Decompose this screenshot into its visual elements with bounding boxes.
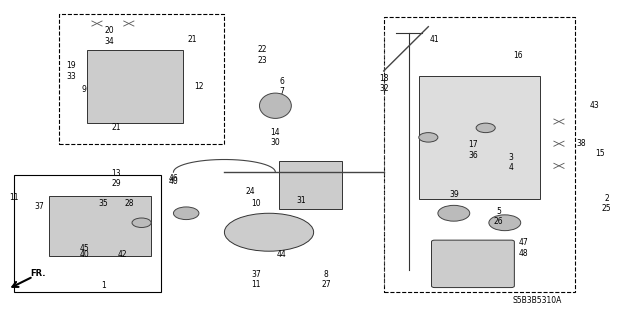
Text: 47
48: 47 48 xyxy=(519,238,529,258)
Text: 45: 45 xyxy=(79,243,89,253)
Text: 6
7: 6 7 xyxy=(279,77,284,96)
Text: 24: 24 xyxy=(245,187,255,196)
Text: 46: 46 xyxy=(168,174,179,183)
Text: 18
32: 18 32 xyxy=(379,74,388,93)
Text: 5
26: 5 26 xyxy=(493,207,503,226)
Text: 21: 21 xyxy=(111,123,121,132)
Text: 38: 38 xyxy=(577,139,586,148)
Text: 42: 42 xyxy=(118,250,127,259)
Text: 41: 41 xyxy=(430,35,440,44)
Ellipse shape xyxy=(259,93,291,118)
Text: FR.: FR. xyxy=(30,269,45,278)
Text: 15: 15 xyxy=(596,149,605,158)
Circle shape xyxy=(419,133,438,142)
Text: 3
4: 3 4 xyxy=(509,153,514,172)
Text: 20
34: 20 34 xyxy=(105,26,115,46)
Text: 28: 28 xyxy=(124,199,134,208)
Text: 11: 11 xyxy=(10,193,19,202)
FancyBboxPatch shape xyxy=(419,76,540,199)
Text: 37
11: 37 11 xyxy=(252,270,261,289)
Text: 1: 1 xyxy=(101,281,106,291)
Text: 31: 31 xyxy=(296,196,306,205)
Text: 17
36: 17 36 xyxy=(468,140,478,160)
Text: 43: 43 xyxy=(589,101,599,110)
Text: 9: 9 xyxy=(82,85,86,94)
Circle shape xyxy=(132,218,151,227)
Text: 35: 35 xyxy=(99,199,108,208)
Text: 39: 39 xyxy=(449,190,459,199)
Text: 40: 40 xyxy=(79,250,89,259)
Text: 16: 16 xyxy=(513,51,522,60)
Circle shape xyxy=(489,215,521,231)
Circle shape xyxy=(476,123,495,133)
Text: 12: 12 xyxy=(194,82,204,91)
Text: 8
27: 8 27 xyxy=(321,270,331,289)
Text: 13
29: 13 29 xyxy=(111,169,121,188)
Text: 22
23: 22 23 xyxy=(258,45,268,65)
Text: 21: 21 xyxy=(188,35,197,44)
Circle shape xyxy=(438,205,470,221)
Text: 19
33: 19 33 xyxy=(67,61,76,81)
Text: 40: 40 xyxy=(168,177,179,186)
Text: 44: 44 xyxy=(277,250,287,259)
Circle shape xyxy=(173,207,199,219)
Text: 2
25: 2 25 xyxy=(602,194,612,213)
FancyBboxPatch shape xyxy=(278,161,342,209)
Text: S5B3B5310A: S5B3B5310A xyxy=(513,296,562,305)
FancyBboxPatch shape xyxy=(431,240,515,287)
Ellipse shape xyxy=(225,213,314,251)
Text: 14
30: 14 30 xyxy=(271,128,280,147)
FancyBboxPatch shape xyxy=(88,50,183,123)
FancyBboxPatch shape xyxy=(49,196,151,256)
Text: 37: 37 xyxy=(35,203,45,211)
Text: 10: 10 xyxy=(252,199,261,208)
